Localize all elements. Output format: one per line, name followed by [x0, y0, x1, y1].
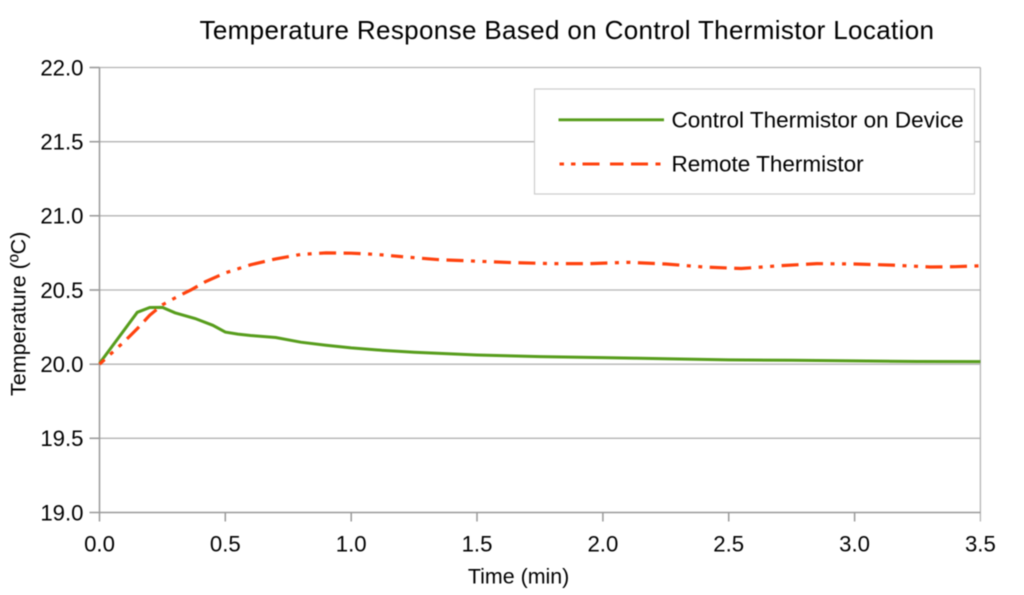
svg-text:Control Thermistor on Device: Control Thermistor on Device	[672, 108, 964, 133]
svg-text:0.0: 0.0	[84, 532, 115, 557]
svg-text:19.0: 19.0	[40, 500, 83, 525]
svg-text:20.5: 20.5	[40, 278, 83, 303]
svg-text:Temperature Response Based on: Temperature Response Based on Control Th…	[200, 15, 935, 45]
svg-text:Time (min): Time (min)	[468, 565, 569, 589]
svg-text:Remote Thermistor: Remote Thermistor	[672, 152, 865, 177]
svg-text:22.0: 22.0	[40, 55, 83, 80]
svg-text:21.0: 21.0	[40, 204, 83, 229]
svg-text:3.5: 3.5	[965, 532, 996, 557]
svg-text:1.0: 1.0	[336, 532, 367, 557]
svg-text:20.0: 20.0	[40, 352, 83, 377]
svg-text:1.5: 1.5	[462, 532, 493, 557]
svg-text:2.5: 2.5	[713, 532, 744, 557]
svg-text:3.0: 3.0	[839, 532, 870, 557]
svg-text:Temperature (ºC): Temperature (ºC)	[7, 232, 31, 396]
svg-text:0.5: 0.5	[210, 532, 241, 557]
svg-text:2.0: 2.0	[587, 532, 618, 557]
svg-text:19.5: 19.5	[40, 426, 83, 451]
svg-text:21.5: 21.5	[40, 130, 83, 155]
